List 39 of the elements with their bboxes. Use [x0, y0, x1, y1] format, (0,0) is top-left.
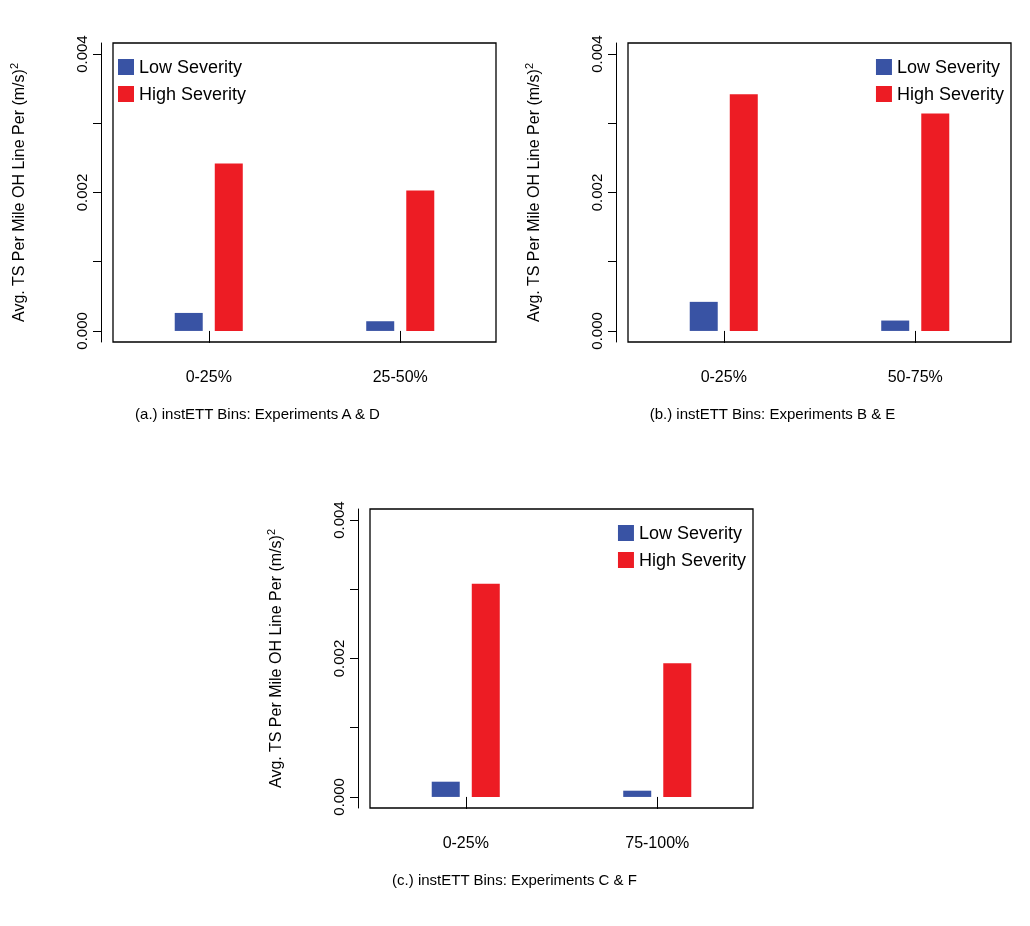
- y-axis-title: Avg. TS Per Mile OH Line Per (m/s)2: [522, 62, 542, 322]
- y-axis-title: Avg. TS Per Mile OH Line Per (m/s)2: [7, 62, 27, 322]
- legend-label: High Severity: [638, 550, 746, 570]
- bar: [921, 113, 950, 331]
- bar: [689, 301, 718, 331]
- text: (b.) instETT Bins: Experiments B & E: [649, 405, 896, 422]
- y-tick-label: 0.004: [73, 35, 90, 73]
- bar: [174, 312, 203, 331]
- y-axis-title: Avg. TS Per Mile OH Line Per (m/s)2: [264, 528, 284, 788]
- bar: [431, 781, 460, 797]
- legend-label: Low Severity: [896, 57, 1000, 77]
- y-tick-label: 0.000: [73, 312, 90, 350]
- legend-label: Low Severity: [638, 523, 742, 543]
- x-tick-label: 75-100%: [625, 833, 690, 851]
- y-tick-label: 0.000: [330, 778, 347, 816]
- y-tick-label: 0.004: [330, 501, 347, 539]
- bar: [406, 190, 435, 331]
- bar: [214, 163, 243, 331]
- y-tick-label: 0.002: [330, 639, 347, 678]
- y-tick-label: 0.002: [73, 173, 90, 212]
- x-tick-label: 50-75%: [887, 367, 943, 385]
- legend-label: Low Severity: [139, 57, 243, 77]
- x-tick-label: 0-25%: [442, 833, 489, 851]
- legend-label: High Severity: [896, 84, 1004, 104]
- bar: [471, 583, 500, 797]
- text: (a.) instETT Bins: Experiments A & D: [135, 405, 381, 422]
- bar: [366, 321, 395, 331]
- text: (c.) instETT Bins: Experiments C & F: [392, 871, 637, 888]
- bar: [881, 320, 910, 331]
- bar: [729, 94, 758, 331]
- x-tick-label: 25-50%: [372, 367, 428, 385]
- x-tick-label: 0-25%: [185, 367, 232, 385]
- y-tick-label: 0.004: [588, 35, 605, 73]
- y-tick-label: 0.000: [588, 312, 605, 350]
- x-tick-label: 0-25%: [700, 367, 747, 385]
- y-tick-label: 0.002: [588, 173, 605, 212]
- bar: [623, 790, 652, 797]
- legend-label: High Severity: [139, 84, 247, 104]
- bar: [663, 663, 692, 797]
